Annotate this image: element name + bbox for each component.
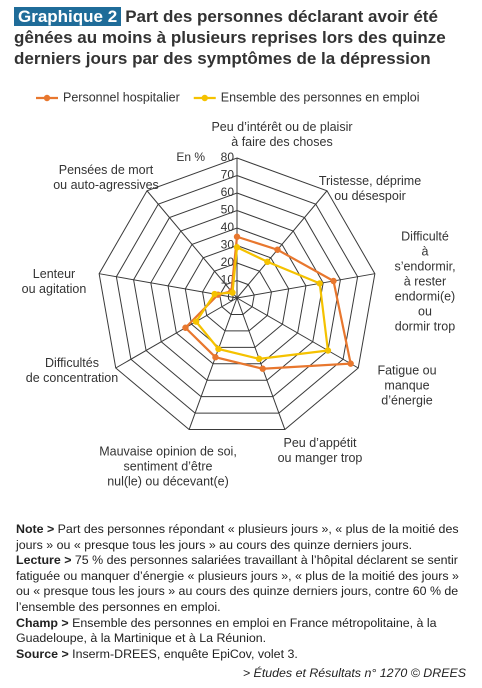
category-label: Difficulté à s’endormir, à rester endorm… bbox=[394, 229, 456, 334]
data-point bbox=[182, 324, 189, 331]
legend-label: Personnel hospitalier bbox=[63, 90, 180, 104]
axis-spoke bbox=[146, 190, 238, 299]
title-block: Graphique 2 Part des personnes déclarant … bbox=[14, 6, 474, 69]
note-label: Source > bbox=[16, 646, 69, 661]
note: Champ > Ensemble des personnes en emploi… bbox=[16, 616, 472, 647]
note-text: Ensemble des personnes en emploi en Fran… bbox=[16, 615, 437, 646]
legend-marker bbox=[201, 94, 208, 102]
axis-spoke bbox=[236, 273, 375, 299]
chart-title: Part des personnes déclarant avoir été g… bbox=[14, 7, 446, 68]
data-point bbox=[233, 244, 241, 251]
series-line bbox=[194, 245, 330, 360]
note-text: Part des personnes répondant « plusieurs… bbox=[16, 522, 459, 552]
grid-line bbox=[219, 279, 255, 315]
grid-line bbox=[115, 174, 359, 414]
note: Lecture > 75 % des personnes salariées t… bbox=[16, 553, 472, 615]
axis-spoke bbox=[188, 297, 238, 430]
data-point bbox=[316, 280, 323, 287]
data-point bbox=[274, 246, 281, 253]
category-label: Fatigue ou manque d’énergie bbox=[377, 363, 437, 408]
note-text: Inserm-DREES, enquête EpiCov, volet 3. bbox=[68, 646, 298, 661]
data-point bbox=[324, 347, 332, 354]
data-point bbox=[347, 360, 354, 367]
category-label: Lenteur ou agitation bbox=[21, 267, 87, 296]
tick-label: 80 bbox=[221, 150, 235, 164]
note-label: Note > bbox=[16, 522, 55, 536]
data-point bbox=[259, 365, 266, 372]
grid-line bbox=[133, 192, 341, 398]
grid-line bbox=[98, 157, 376, 431]
legend-label: Ensemble des personnes en emploi bbox=[221, 90, 420, 104]
unit-label: En % bbox=[176, 150, 205, 164]
notes: Note > Part des personnes répondant « pl… bbox=[16, 522, 472, 662]
tick-label: 70 bbox=[221, 168, 235, 182]
category-label: Difficultés de concentration bbox=[25, 356, 119, 385]
grid-line bbox=[184, 244, 290, 348]
figure-label: Graphique 2 bbox=[14, 7, 122, 26]
category-label: Mauvaise opinion de soi, sentiment d’êtr… bbox=[99, 444, 237, 489]
note-text: 75 % des personnes salariées travaillant… bbox=[16, 553, 459, 614]
data-point bbox=[233, 233, 241, 240]
data-point bbox=[192, 318, 200, 325]
axis-spoke bbox=[236, 297, 286, 430]
tick-label: 20 bbox=[221, 255, 235, 269]
note: Note > Part des personnes répondant « pl… bbox=[16, 522, 472, 553]
grid-line bbox=[150, 209, 324, 381]
data-point bbox=[330, 277, 337, 285]
legend-marker bbox=[43, 94, 51, 102]
tick-label: 40 bbox=[221, 220, 235, 234]
category-label: Peu d’appétit ou manger trop bbox=[277, 436, 363, 465]
data-point bbox=[211, 290, 218, 298]
data-point bbox=[215, 345, 222, 353]
grid-line bbox=[202, 262, 272, 332]
tick-label: 30 bbox=[221, 238, 235, 252]
note-label: Champ > bbox=[16, 615, 69, 630]
axis-spoke bbox=[236, 190, 328, 299]
axis-spoke bbox=[236, 297, 359, 369]
category-label: Peu d’intérêt ou de plaisir à faire des … bbox=[211, 120, 353, 149]
category-label: Pensées de mort ou auto-agressives bbox=[53, 163, 159, 192]
note: Source > Inserm-DREES, enquête EpiCov, v… bbox=[16, 647, 472, 663]
data-point bbox=[229, 289, 236, 296]
data-point bbox=[264, 258, 271, 266]
data-point bbox=[212, 354, 219, 361]
tick-label: 50 bbox=[221, 203, 235, 217]
tick-label: 60 bbox=[221, 185, 235, 199]
footer: > Études et Résultats n° 1270 © DREES bbox=[242, 666, 466, 680]
grid-line bbox=[167, 227, 307, 365]
category-label: Tristesse, déprime ou désespoir bbox=[318, 174, 422, 203]
data-point bbox=[255, 355, 263, 363]
note-label: Lecture > bbox=[16, 553, 72, 568]
axis-spoke bbox=[115, 297, 238, 369]
